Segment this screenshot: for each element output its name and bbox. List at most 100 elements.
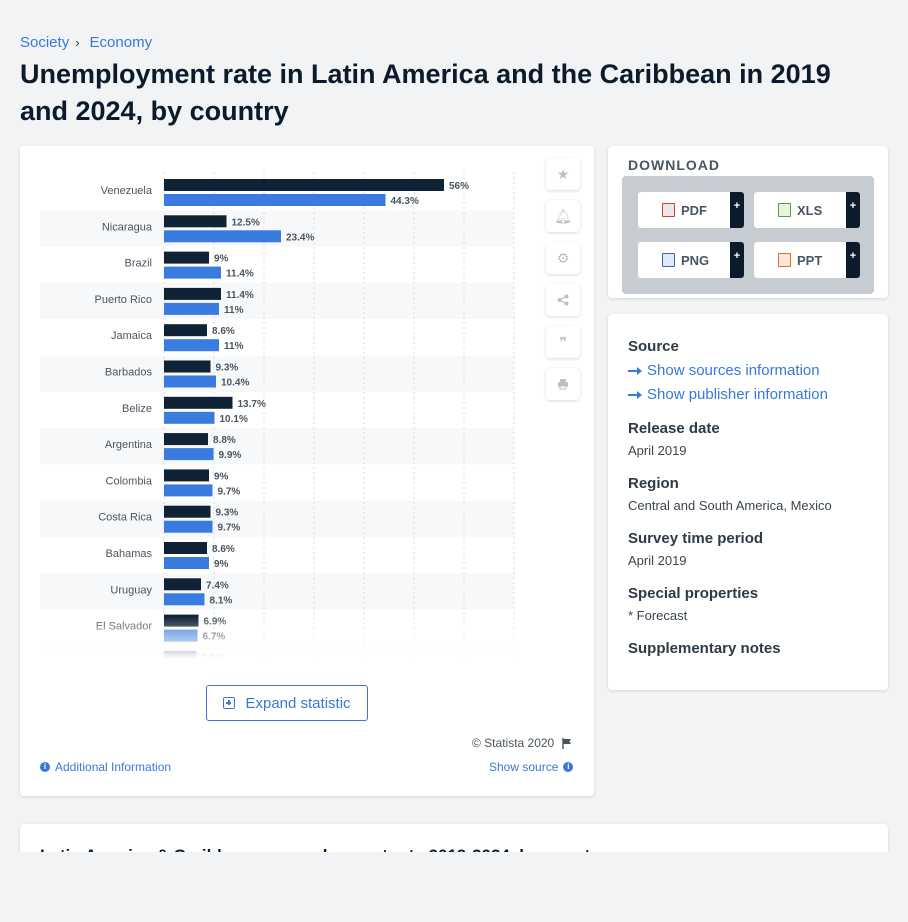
data-label: 56% — [449, 181, 469, 192]
category-label: Uruguay — [110, 584, 152, 596]
bar-series-2 — [164, 520, 213, 533]
row-band — [40, 500, 514, 537]
bar-series-2 — [164, 194, 386, 206]
data-label: 11.4% — [226, 290, 254, 301]
additional-information-link[interactable]: i Additional Information — [40, 760, 171, 774]
special-properties-value: * Forecast — [628, 608, 688, 623]
bar-series-2 — [164, 375, 216, 388]
category-label: Barbados — [105, 367, 153, 379]
info-icon: i — [40, 762, 50, 772]
download-png-button[interactable]: PNG + — [638, 242, 744, 278]
show-publisher-label: Show publisher information — [647, 386, 828, 403]
copyright: © Statista 2020 — [472, 736, 572, 750]
show-publisher-link[interactable]: Show publisher information — [628, 386, 828, 403]
breadcrumb: Society › Economy — [20, 34, 152, 51]
additional-information-label: Additional Information — [55, 760, 172, 774]
plus-icon: + — [846, 192, 860, 228]
category-label: Brazil — [124, 258, 152, 270]
expand-label: Expand statistic — [245, 694, 351, 712]
bar-series-2 — [164, 593, 205, 606]
data-label: 7.4% — [206, 580, 229, 591]
arrow-right-icon — [628, 390, 642, 399]
gear-icon[interactable]: ⚙ — [546, 242, 580, 274]
category-label: Puerto Rico — [95, 294, 152, 306]
data-label: 44.3% — [391, 196, 419, 207]
show-sources-link[interactable]: Show sources information — [628, 362, 820, 379]
bar-series-1 — [164, 578, 201, 591]
plus-icon: + — [730, 192, 744, 228]
expand-statistic-button[interactable]: Expand statistic — [206, 685, 368, 721]
data-label: 10.1% — [220, 414, 248, 425]
bar-series-2 — [164, 230, 281, 243]
show-sources-label: Show sources information — [647, 362, 820, 379]
bar-series-2 — [164, 411, 215, 424]
breadcrumb-society[interactable]: Society — [20, 34, 70, 51]
ppt-file-icon — [778, 253, 791, 267]
plus-icon: + — [846, 242, 860, 278]
source-heading: Source — [628, 338, 679, 355]
category-label: Colombia — [106, 475, 153, 487]
bar-series-1 — [164, 179, 444, 191]
download-ppt-button[interactable]: PPT + — [754, 242, 860, 278]
category-label: Venezuela — [101, 185, 153, 197]
source-card: Source Show sources information Show pub… — [608, 314, 888, 690]
star-icon[interactable]: ★ — [546, 158, 580, 190]
bar-series-1 — [164, 433, 208, 446]
info-icon: i — [563, 762, 574, 772]
chart-fade-overlay — [20, 616, 540, 666]
page-title: Unemployment rate in Latin America and t… — [20, 59, 831, 126]
region-value: Central and South America, Mexico — [628, 498, 832, 513]
download-panel: PDF + XLS + PNG + PPT + — [622, 176, 874, 294]
pdf-file-icon — [662, 203, 675, 217]
breadcrumb-separator: › — [75, 35, 80, 50]
row-band — [40, 355, 514, 392]
print-icon[interactable] — [546, 368, 580, 400]
data-label: 9.9% — [219, 450, 242, 461]
download-pdf-label: PDF — [681, 202, 707, 218]
category-label: Argentina — [105, 439, 153, 451]
data-label: 8.6% — [212, 326, 235, 337]
category-label: Bahamas — [106, 548, 153, 560]
bar-series-1 — [164, 396, 233, 409]
data-label: 8.8% — [213, 435, 236, 446]
quote-icon[interactable]: ❞ — [546, 326, 580, 358]
download-xls-label: XLS — [797, 202, 823, 218]
survey-period-heading: Survey time period — [628, 530, 764, 547]
bar-series-2 — [164, 266, 221, 279]
data-label: 8.6% — [212, 544, 235, 555]
share-icon[interactable] — [546, 284, 580, 316]
row-band — [40, 573, 514, 610]
download-ppt-label: PPT — [797, 252, 823, 268]
data-label: 8.1% — [210, 595, 233, 606]
download-pdf-button[interactable]: PDF + — [638, 192, 744, 228]
download-card: DOWNLOAD PDF + XLS + PNG + PPT + — [608, 146, 888, 298]
bar-series-1 — [164, 251, 209, 264]
flag-icon[interactable] — [562, 737, 572, 749]
bar-chart: Venezuela 56% 44.3% Nicaragua 12.5% 23.4% Braz… — [40, 172, 515, 666]
region-heading: Region — [628, 475, 679, 492]
bar-series-1 — [164, 215, 227, 228]
download-xls-button[interactable]: XLS + — [754, 192, 860, 228]
bell-icon[interactable]: 🔔︎ — [546, 200, 580, 232]
survey-period-value: April 2019 — [628, 553, 687, 568]
chart-area: Venezuela 56% 44.3% Nicaragua 12.5% 23.4% Braz… — [20, 146, 594, 666]
download-title: DOWNLOAD — [628, 157, 720, 173]
data-label: 9.3% — [216, 363, 239, 374]
data-label: 11% — [224, 305, 244, 316]
plus-icon: + — [730, 242, 744, 278]
data-label: 9.3% — [216, 508, 239, 519]
category-label: Costa Rica — [98, 512, 153, 524]
category-label: Nicaragua — [102, 221, 153, 233]
breadcrumb-economy[interactable]: Economy — [89, 34, 153, 51]
arrow-right-icon — [628, 366, 642, 375]
row-band — [40, 428, 514, 465]
bar-series-1 — [164, 469, 209, 482]
bar-series-1 — [164, 287, 221, 300]
bar-series-2 — [164, 557, 209, 569]
xls-file-icon — [778, 203, 791, 217]
expand-icon — [223, 697, 236, 709]
show-source-link[interactable]: Show source i — [489, 760, 574, 774]
data-label: 11% — [224, 341, 244, 352]
show-source-label: Show source — [489, 760, 559, 774]
supplementary-notes-heading: Supplementary notes — [628, 640, 781, 657]
